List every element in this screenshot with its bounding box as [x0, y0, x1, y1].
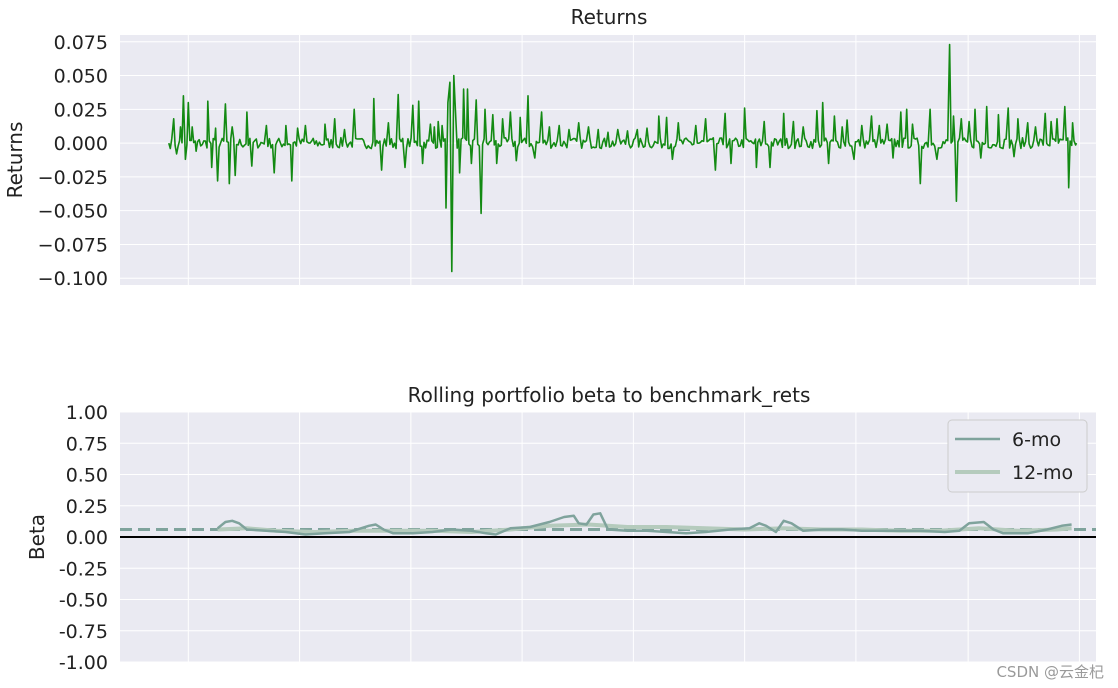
returns-line — [168, 43, 1078, 273]
returns-grid — [120, 35, 1096, 285]
y-tick-label-7: −0.100 — [38, 268, 108, 290]
y-tick-label-2: 0.025 — [54, 99, 108, 121]
beta-legend: 6-mo 12-mo — [947, 419, 1088, 493]
returns-plot-area — [120, 35, 1096, 285]
beta-6mo-line — [216, 512, 1072, 536]
returns-series — [168, 43, 1078, 273]
legend-label-12mo: 12-mo — [1012, 462, 1073, 484]
y-tick-label-1: 0.050 — [54, 66, 108, 88]
y-tick-label-6: -0.50 — [59, 590, 108, 612]
beta-series — [120, 512, 1096, 538]
beta-y-axis-label: Beta — [25, 514, 49, 560]
beta-title: Rolling portfolio beta to benchmark_rets — [408, 383, 811, 407]
y-tick-label-0: 1.00 — [66, 402, 108, 424]
y-tick-label-5: -0.25 — [59, 558, 108, 580]
y-tick-label-3: 0.25 — [66, 496, 108, 518]
legend-label-6mo: 6-mo — [1012, 429, 1061, 451]
y-tick-label-3: 0.000 — [54, 133, 108, 155]
y-tick-label-2: 0.50 — [66, 465, 108, 487]
beta-chart: 1.00 0.75 0.50 0.25 0.00 -0.25 -0.50 -0.75 -1.00… — [25, 383, 1096, 674]
y-tick-label-7: -0.75 — [59, 621, 108, 643]
returns-title: Returns — [571, 5, 648, 29]
returns-y-axis-label: Returns — [3, 122, 27, 199]
beta-y-ticks: 1.00 0.75 0.50 0.25 0.00 -0.25 -0.50 -0.75 -1.00 — [59, 402, 108, 674]
returns-chart: 0.075 0.050 0.025 0.000 −0.025 −0.050 −0.075 −0… — [3, 5, 1096, 290]
watermark: CSDN @云金杞 — [996, 663, 1104, 681]
y-tick-label-5: −0.050 — [38, 201, 108, 223]
y-tick-label-4: −0.025 — [38, 167, 108, 189]
y-tick-label-4: 0.00 — [66, 527, 108, 549]
y-tick-label-1: 0.75 — [66, 433, 108, 455]
y-tick-label-8: -1.00 — [59, 652, 108, 674]
y-tick-label-6: −0.075 — [38, 234, 108, 256]
y-tick-label-0: 0.075 — [54, 32, 108, 54]
returns-y-ticks: 0.075 0.050 0.025 0.000 −0.025 −0.050 −0.075 −0… — [38, 32, 108, 290]
